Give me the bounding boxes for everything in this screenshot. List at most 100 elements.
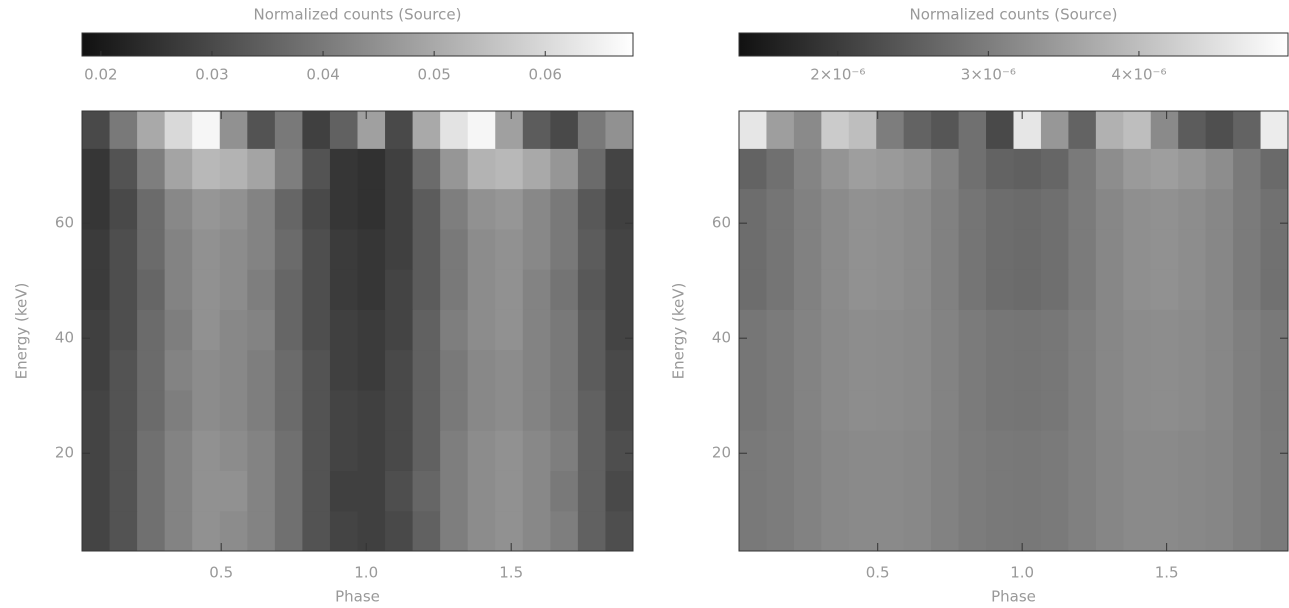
heatmap-cell (1178, 470, 1207, 512)
heatmap-cell (385, 269, 414, 310)
heatmap-cell (958, 111, 987, 149)
heatmap-cell (1233, 430, 1262, 471)
heatmap-cell (247, 389, 276, 431)
heatmap-cell (164, 148, 193, 190)
heatmap-cell (1150, 349, 1179, 391)
heatmap-cell (137, 111, 166, 149)
heatmap-cell (109, 269, 138, 310)
y-axis-label: Energy (keV) (670, 283, 688, 380)
heatmap-cell (522, 111, 551, 149)
heatmap-cell (274, 111, 303, 149)
heatmap-cell (766, 389, 795, 431)
heatmap-cell (550, 111, 579, 149)
heatmap-cell (522, 349, 551, 391)
heatmap-cell (385, 148, 414, 190)
heatmap-cell (274, 188, 303, 230)
heatmap-cell (577, 269, 606, 310)
heatmap-cell (958, 349, 987, 391)
heatmap-cell (1095, 111, 1124, 149)
heatmap-cell (605, 470, 634, 512)
heatmap-cell (274, 349, 303, 391)
heatmap-cell (302, 510, 331, 552)
x-axis-label: Phase (335, 588, 380, 606)
heatmap-cell (1150, 188, 1179, 230)
heatmap-cell (739, 470, 767, 512)
colorbar-tick-label: 0.05 (417, 66, 450, 84)
heatmap-cell (605, 309, 634, 351)
heatmap-cell (876, 269, 905, 310)
heatmap-cell (958, 188, 987, 230)
heatmap-cell (357, 389, 386, 431)
heatmap-cell (329, 470, 358, 512)
heatmap-cell (219, 309, 248, 351)
heatmap-cell (1040, 510, 1069, 552)
heatmap-cell (1205, 430, 1234, 471)
heatmap-cell (958, 148, 987, 190)
x-axis-label: Phase (991, 588, 1036, 606)
heatmap-cell (1205, 470, 1234, 512)
heatmap-cell (848, 148, 877, 190)
heatmap-cell (739, 389, 767, 431)
heatmap-cell (766, 349, 795, 391)
heatmap-cell (109, 188, 138, 230)
heatmap-cell (876, 188, 905, 230)
x-tick-label: 1.5 (499, 564, 523, 582)
heatmap-cell (137, 430, 166, 471)
heatmap-cell (766, 510, 795, 552)
heatmap-cell (577, 111, 606, 149)
heatmap-cell (958, 430, 987, 471)
heatmap-cell (793, 188, 822, 230)
heatmap-cell (137, 470, 166, 512)
heatmap-cell (385, 228, 414, 270)
heatmap-cell (1178, 148, 1207, 190)
heatmap-cell (467, 430, 496, 471)
heatmap-cell (247, 309, 276, 351)
heatmap-cell (109, 148, 138, 190)
heatmap-cell (247, 228, 276, 270)
plot-frame (81, 110, 634, 552)
heatmap-cell (958, 470, 987, 512)
y-axis-label: Energy (keV) (13, 283, 31, 380)
heatmap-cell (1068, 349, 1097, 391)
heatmap-cell (137, 228, 166, 270)
heatmap-cell (821, 148, 850, 190)
heatmap-cell (550, 148, 579, 190)
heatmap-cell (1040, 470, 1069, 512)
heatmap-cell (1095, 430, 1124, 471)
heatmap-cell (412, 430, 441, 471)
heatmap-cell (329, 389, 358, 431)
heatmap-cell (82, 430, 111, 471)
colorbar-tick-label: 2×10⁻⁶ (810, 66, 865, 84)
heatmap-cell (219, 430, 248, 471)
heatmap-cell (1178, 349, 1207, 391)
heatmap-cell (1068, 188, 1097, 230)
heatmap-cell (219, 228, 248, 270)
heatmap-cell (329, 510, 358, 552)
heatmap-cell (821, 470, 850, 512)
heatmap-cell (357, 309, 386, 351)
heatmap-cell (467, 111, 496, 149)
x-tick-label: 0.5 (209, 564, 233, 582)
heatmap-cell (467, 510, 496, 552)
heatmap-cell (1178, 111, 1207, 149)
heatmap-cell (986, 228, 1014, 270)
heatmap-cell (550, 269, 579, 310)
heatmap-cell (467, 309, 496, 351)
heatmap-cell (357, 349, 386, 391)
heatmap-cell (605, 188, 634, 230)
heatmap-cell (1040, 148, 1069, 190)
heatmap-cell (1095, 148, 1124, 190)
heatmap-cell (931, 148, 960, 190)
heatmap-cell (1150, 430, 1179, 471)
heatmap-cell (903, 269, 932, 310)
heatmap-cell (412, 510, 441, 552)
heatmap-cell (219, 269, 248, 310)
heatmap-cell (1095, 510, 1124, 552)
heatmap-cell (903, 148, 932, 190)
heatmap-cell (109, 111, 138, 149)
heatmap-cell (1205, 389, 1234, 431)
heatmap-cell (412, 470, 441, 512)
heatmap-cell (1260, 349, 1289, 391)
heatmap-cell (1150, 148, 1179, 190)
heatmap-cell (986, 470, 1014, 512)
